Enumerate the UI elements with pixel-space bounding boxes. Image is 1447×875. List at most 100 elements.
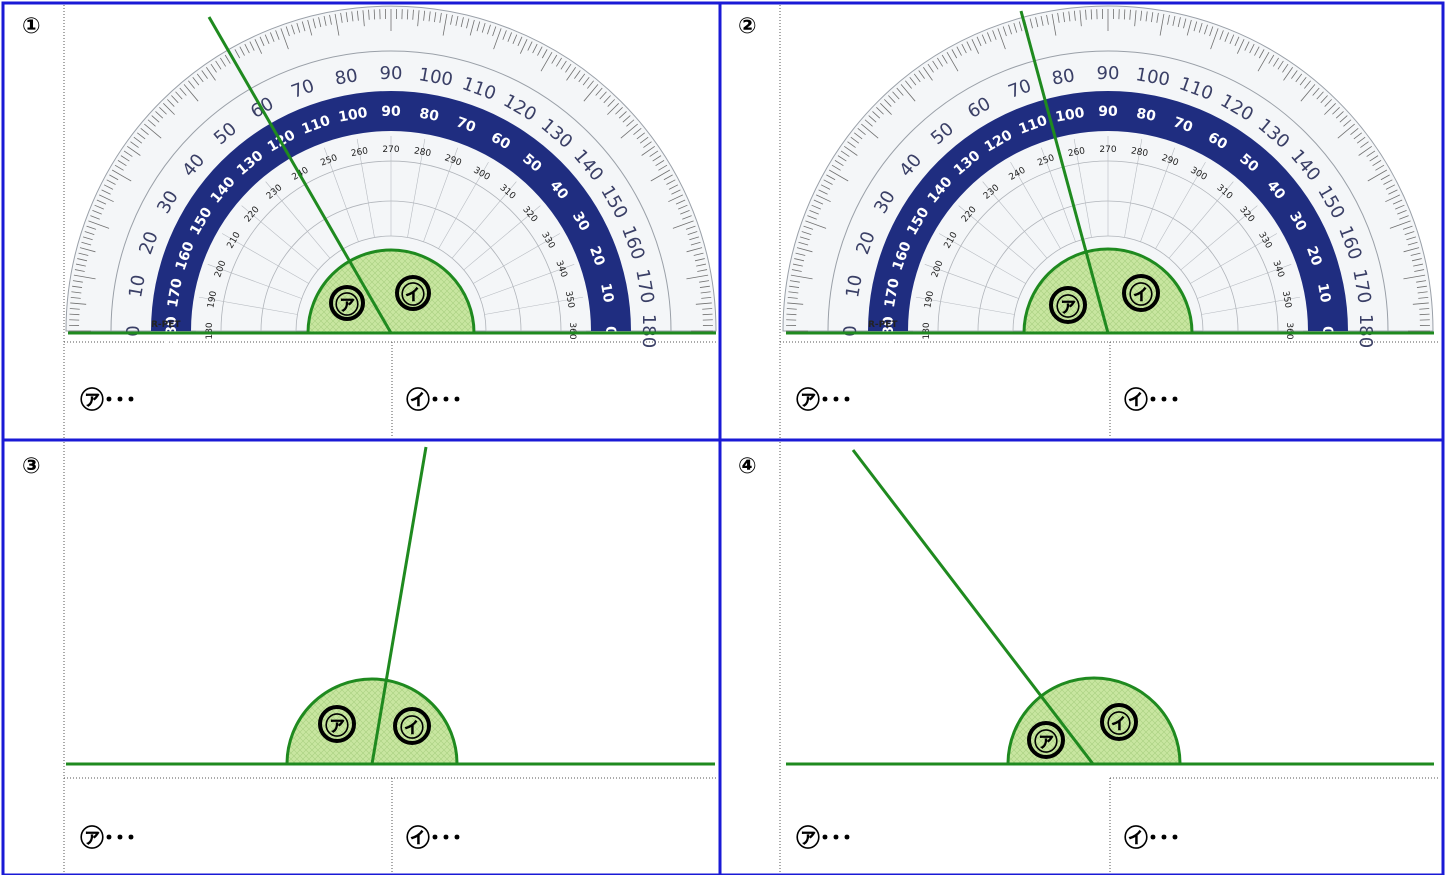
answer-field-a[interactable]: ㋐･･･ — [80, 386, 137, 414]
rim-tick — [249, 41, 255, 51]
rim-tick — [1358, 145, 1372, 156]
rim-tick — [790, 274, 813, 280]
answer-field-b[interactable]: ㋑･･･ — [1124, 386, 1181, 414]
label-b: ㋑ — [400, 714, 424, 742]
radial-line — [958, 205, 1036, 271]
rim-tick — [788, 291, 799, 294]
rim-tick — [1399, 215, 1409, 220]
band-scale-label: 170 — [882, 277, 903, 309]
rim-tick — [1360, 141, 1369, 148]
rim-tick — [109, 174, 119, 181]
rim-tick — [1414, 269, 1425, 272]
outer-scale-label: 180 — [638, 314, 659, 348]
rim-tick — [434, 12, 437, 23]
band-scale-label: 90 — [1098, 104, 1118, 120]
rim-tick — [560, 60, 567, 70]
band-scale-label: 100 — [337, 105, 369, 126]
label-b: ㋑ — [401, 281, 425, 309]
answer-field-b[interactable]: ㋑･･･ — [1124, 824, 1181, 852]
rim-tick — [1299, 77, 1307, 86]
rim-tick — [79, 247, 96, 253]
rim-tick — [70, 302, 87, 305]
rim-tick — [864, 119, 873, 127]
band-scale-label: 80 — [1135, 106, 1157, 125]
rim-tick — [140, 128, 149, 135]
rim-tick — [620, 123, 638, 139]
band-scale-label: 80 — [418, 106, 440, 125]
band-scale-label: 90 — [381, 104, 401, 120]
rim-tick — [73, 274, 96, 280]
rim-tick — [658, 164, 668, 171]
rim-tick — [86, 225, 97, 230]
inner-scale-label: 260 — [350, 146, 369, 159]
rim-tick — [794, 258, 805, 262]
rim-tick — [345, 12, 348, 23]
rim-tick — [607, 99, 615, 107]
rim-tick — [1277, 60, 1284, 70]
rim-tick — [412, 9, 414, 20]
rim-tick — [1219, 30, 1224, 40]
protractor-1: 0102030405060708090100110120130140150160… — [65, 5, 717, 348]
outer-scale-label: 10 — [125, 273, 150, 299]
rim-tick — [927, 63, 934, 73]
rim-tick — [476, 21, 481, 32]
rim-tick — [1416, 285, 1427, 288]
rim-tick — [1035, 17, 1039, 28]
protractor-band — [868, 91, 1348, 331]
rim-tick — [428, 11, 431, 22]
angle-semicircle — [1022, 247, 1194, 335]
answer-field-b[interactable]: ㋑･･･ — [406, 386, 463, 414]
rim-tick — [997, 28, 1006, 50]
rim-tick — [307, 19, 313, 36]
radial-line — [982, 181, 1048, 259]
inner-scale-label: 280 — [413, 146, 432, 159]
rim-tick — [1335, 111, 1344, 119]
rim-tick — [603, 95, 611, 104]
outer-scale-label: 90 — [380, 63, 403, 84]
answer-field-a[interactable]: ㋐･･･ — [796, 386, 853, 414]
radial-line — [473, 233, 561, 284]
rim-tick — [351, 11, 354, 22]
rim-tick — [1337, 123, 1355, 139]
rim-tick — [578, 73, 586, 83]
rim-tick — [791, 269, 802, 272]
scale-ring — [827, 50, 1389, 332]
rim-tick — [672, 220, 694, 229]
rim-tick — [275, 30, 280, 40]
rim-tick — [1254, 46, 1260, 56]
band-scale-label: 100 — [1054, 105, 1086, 126]
rim-tick — [622, 115, 631, 123]
label-a-circle — [329, 285, 365, 321]
rim-tick — [1406, 236, 1417, 241]
rim-tick — [1407, 241, 1418, 246]
rim-tick — [179, 87, 187, 96]
band-scale-label: 70 — [1171, 114, 1195, 136]
radial-line — [438, 161, 489, 249]
radial-line — [1140, 147, 1175, 242]
panel-2-figure: ㋐ ㋑ — [786, 10, 1434, 335]
rim-tick — [905, 80, 912, 89]
rim-tick — [1172, 15, 1176, 26]
rim-tick — [809, 210, 819, 215]
rim-tick — [264, 34, 270, 44]
answer-field-a[interactable]: ㋐･･･ — [796, 824, 853, 852]
rim-tick — [1320, 95, 1328, 104]
outer-scale-label: 10 — [842, 273, 867, 299]
rim-tick — [1073, 10, 1076, 21]
radial-line — [1041, 147, 1076, 242]
rim-tick — [155, 111, 164, 119]
radial-line — [423, 147, 458, 242]
rim-tick — [1051, 13, 1057, 36]
rim-tick — [803, 225, 814, 230]
answer-field-a[interactable]: ㋐･･･ — [80, 824, 137, 852]
rim-tick — [312, 18, 316, 29]
rim-tick — [565, 63, 572, 73]
rim-tick — [896, 87, 904, 96]
rim-tick — [1383, 179, 1393, 185]
rim-tick — [1419, 308, 1430, 310]
answer-field-b[interactable]: ㋑･･･ — [406, 824, 463, 852]
rim-tick — [566, 67, 577, 81]
rim-tick — [700, 291, 711, 294]
inner-scale-label: 180 — [922, 322, 932, 339]
rim-tick — [215, 60, 222, 70]
